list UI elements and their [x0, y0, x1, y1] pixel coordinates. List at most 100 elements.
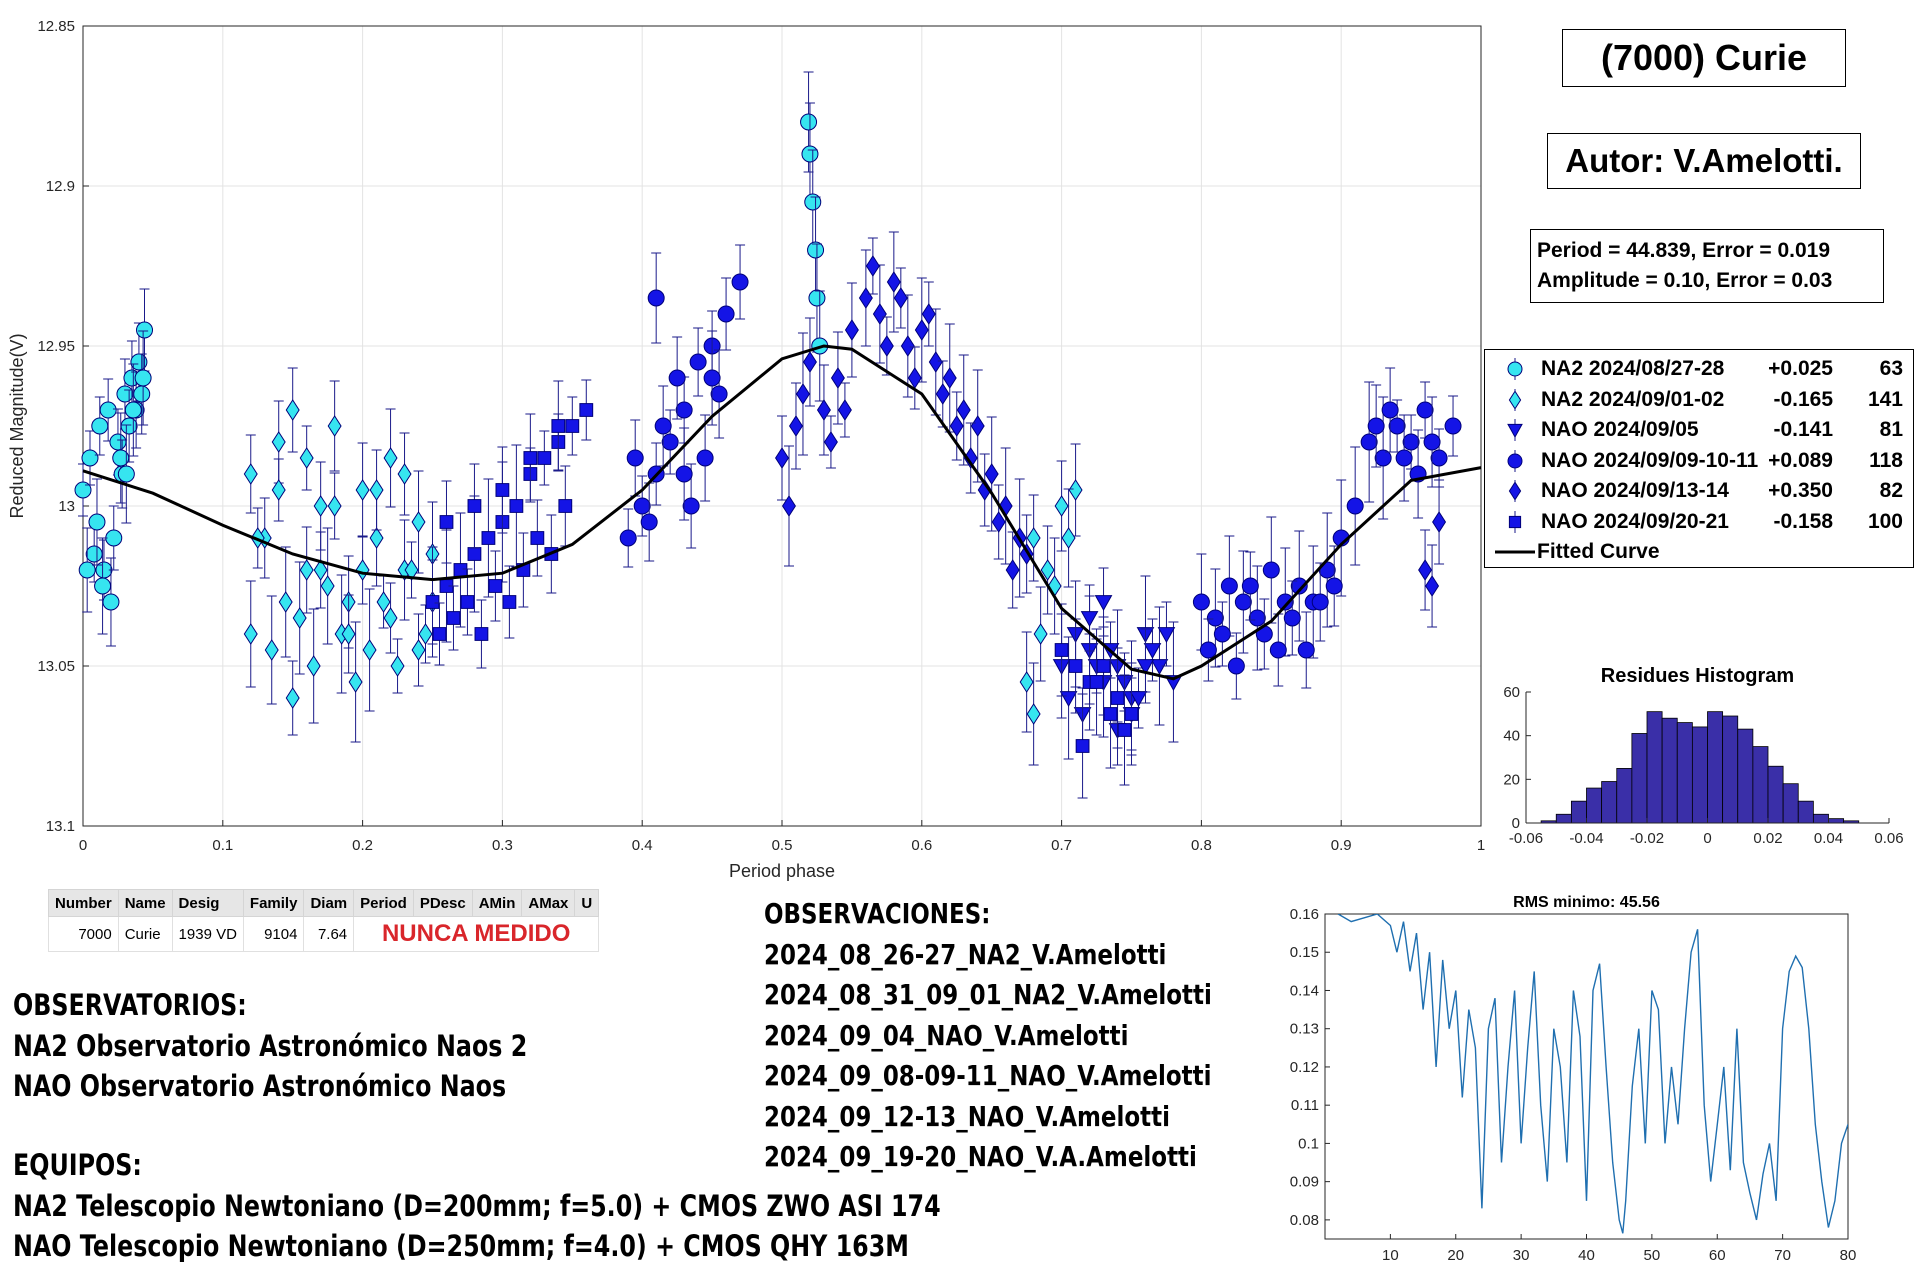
data-point: [299, 559, 314, 581]
data-point: [432, 627, 447, 641]
data-point: [1297, 641, 1315, 659]
rms-y-tick-label: 0.13: [1290, 1021, 1319, 1038]
data-point: [893, 287, 908, 309]
data-point: [124, 401, 142, 419]
legend-marker: [1508, 388, 1522, 411]
histogram-title: Residues Histogram: [1601, 665, 1794, 687]
data-point: [264, 639, 279, 661]
hist-x-tick-label: -0.04: [1569, 830, 1603, 847]
data-point: [292, 607, 307, 629]
rms-x-tick-label: 80: [1840, 1247, 1857, 1264]
legend-offset: -0.165: [1773, 387, 1833, 411]
data-point: [355, 559, 370, 581]
rms-y-tick-label: 0.14: [1290, 982, 1319, 999]
legend-count: 141: [1867, 387, 1903, 411]
data-point: [390, 655, 405, 677]
data-point: [1395, 449, 1413, 467]
legend-entry: NA2 2024/08/27-28 +0.025 63: [1485, 354, 1913, 384]
rms-x-tick-label: 50: [1644, 1247, 1661, 1264]
rms-x-tick-label: 60: [1709, 1247, 1726, 1264]
hist-x-tick-label: 0: [1703, 830, 1711, 847]
legend-name: NAO 2024/09/20-21: [1541, 509, 1729, 533]
hist-y-tick-label: 40: [1503, 728, 1520, 745]
data-point: [105, 529, 123, 547]
data-point: [467, 547, 482, 561]
data-point: [788, 415, 803, 437]
x-tick-label: 0.6: [911, 837, 932, 854]
data-point: [1220, 577, 1238, 595]
cell-name: Curie: [117, 916, 173, 952]
data-point: [1241, 577, 1259, 595]
legend-marker-shape: [1508, 515, 1522, 528]
cell-family: 9104: [242, 916, 305, 952]
hist-x-tick-label: 0.04: [1814, 830, 1843, 847]
legend-marker: [1508, 480, 1522, 502]
data-point: [654, 417, 672, 435]
histogram-bar: [1570, 800, 1587, 824]
rms-x-tick-label: 20: [1447, 1247, 1464, 1264]
data-point: [313, 495, 328, 517]
legend-name: NA2 2024/09/01-02: [1541, 387, 1725, 411]
x-tick-label: 0.1: [212, 837, 233, 854]
legend-entry: NAO 2024/09/20-21 -0.158 100: [1485, 507, 1913, 537]
data-point: [1423, 433, 1441, 451]
data-point: [327, 415, 342, 437]
data-point: [383, 607, 398, 629]
data-point: [1374, 449, 1392, 467]
data-point: [467, 499, 482, 513]
rms-y-tick-label: 0.08: [1290, 1212, 1319, 1229]
never-measured-label: NUNCA MEDIDO: [353, 916, 600, 952]
data-point: [710, 385, 728, 403]
data-point: [781, 495, 796, 517]
rms-y-tick-label: 0.09: [1290, 1174, 1319, 1191]
legend-name: NA2 2024/08/27-28: [1541, 357, 1725, 380]
data-point: [116, 385, 134, 403]
data-point: [243, 463, 258, 485]
x-tick-label: 0.9: [1331, 837, 1352, 854]
data-point: [278, 591, 293, 613]
data-point: [865, 255, 880, 277]
data-point: [984, 463, 999, 485]
data-point: [355, 479, 370, 501]
data-point: [1075, 739, 1090, 753]
histogram-bar: [1797, 800, 1814, 824]
data-point: [313, 559, 328, 581]
observation-item: 2024_09_12-13_NAO_V.Amelotti: [764, 1099, 1170, 1133]
data-point: [1117, 723, 1132, 737]
data-point: [404, 559, 419, 581]
data-point: [1143, 643, 1162, 660]
rms-y-tick-label: 0.15: [1290, 944, 1319, 961]
rms-x-tick-label: 30: [1513, 1247, 1530, 1264]
data-point: [696, 449, 714, 467]
asteroid-properties-table: Number Name Desig Family Diam Period PDe…: [48, 889, 600, 952]
data-point: [626, 449, 644, 467]
data-point: [446, 611, 461, 625]
data-point: [1103, 707, 1118, 721]
data-point: [1346, 497, 1364, 515]
data-point: [565, 419, 580, 433]
data-point: [306, 655, 321, 677]
histogram-bar: [1601, 781, 1618, 824]
legend-count: 63: [1879, 357, 1903, 380]
data-point: [133, 385, 151, 403]
legend-marker-shape: [1507, 423, 1523, 439]
hist-y-tick-label: 0: [1512, 815, 1520, 832]
data-point: [1416, 401, 1434, 419]
data-point: [949, 415, 964, 437]
data-point: [1283, 609, 1301, 627]
observatorios-title: OBSERVATORIOS:: [13, 988, 247, 1022]
data-point: [802, 351, 817, 373]
header-amin: AMin: [471, 889, 523, 917]
rms-y-tick-label: 0.11: [1291, 1097, 1319, 1114]
hist-x-tick-label: 0.02: [1753, 830, 1782, 847]
data-point: [102, 593, 120, 611]
data-point: [928, 351, 943, 373]
data-point: [134, 369, 152, 387]
period-line: Period = 44.839, Error = 0.019: [1537, 239, 1831, 262]
data-point: [425, 595, 440, 609]
data-point: [640, 513, 658, 531]
data-point: [243, 623, 258, 645]
legend-marker-shape: [1507, 453, 1523, 468]
data-point: [1005, 559, 1020, 581]
histogram-bar: [1752, 746, 1769, 824]
